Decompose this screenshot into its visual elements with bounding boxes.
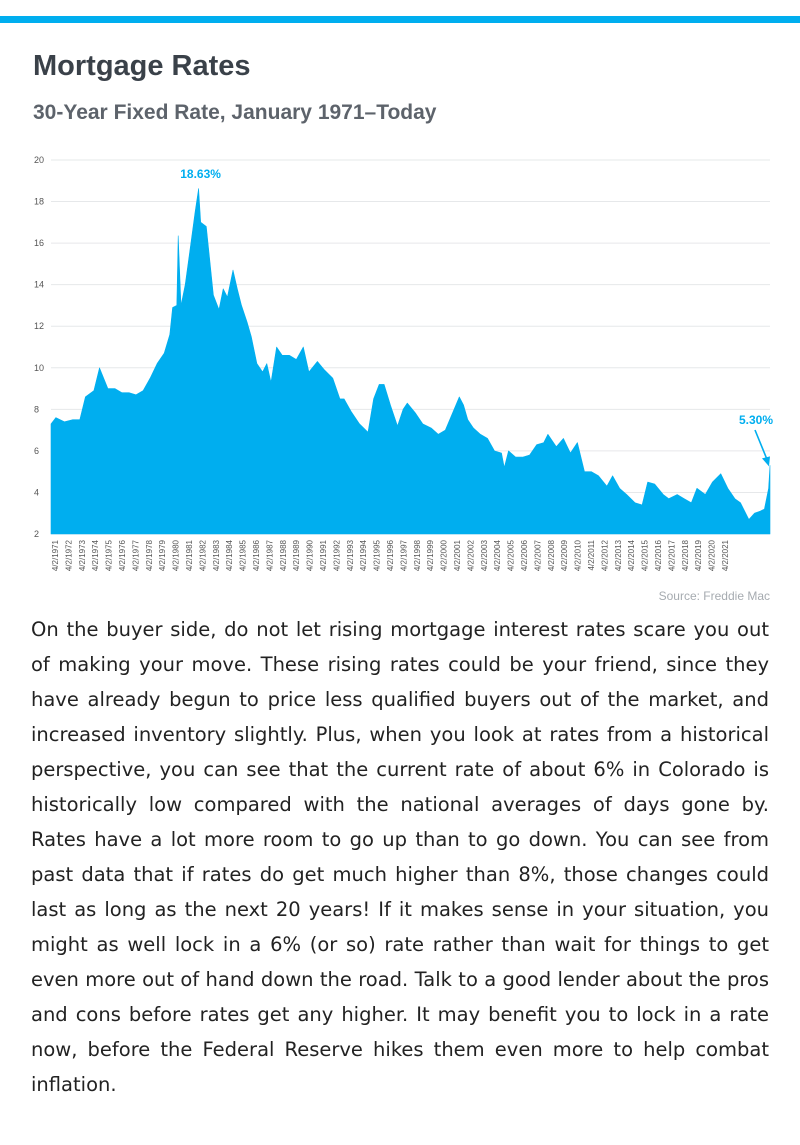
y-tick-label: 10 [34,363,44,373]
x-tick-label: 4/2/2013 [614,539,623,571]
x-tick-label: 4/2/1994 [359,539,368,571]
x-tick-label: 4/2/2006 [520,539,529,571]
peak-rate-label: 18.63% [180,167,221,181]
y-tick-label: 12 [34,321,44,331]
x-tick-label: 4/2/1996 [386,539,395,571]
current-rate-label: 5.30% [739,413,773,427]
x-tick-label: 4/2/2020 [708,539,717,571]
x-tick-label: 4/2/1993 [346,539,355,571]
top-accent-bar [0,16,800,23]
x-tick-label: 4/2/1975 [105,539,114,571]
rate-area [50,188,771,535]
x-tick-label: 4/2/2004 [493,539,502,571]
x-tick-label: 4/2/2009 [560,539,569,571]
x-tick-label: 4/2/1982 [198,539,207,571]
x-tick-label: 4/2/1995 [373,539,382,571]
x-tick-label: 4/2/1986 [252,539,261,571]
x-tick-label: 4/2/2000 [440,539,449,571]
x-tick-label: 4/2/2016 [654,539,663,571]
x-tick-label: 4/2/2014 [627,539,636,571]
y-tick-label: 4 [34,487,39,497]
x-tick-label: 4/2/1997 [399,539,408,571]
x-tick-label: 4/2/1971 [51,539,60,571]
x-tick-label: 4/2/2021 [721,539,730,571]
x-tick-label: 4/2/1972 [64,539,73,571]
x-tick-label: 4/2/1973 [78,539,87,571]
x-tick-label: 4/2/1998 [413,539,422,571]
x-tick-label: 4/2/1977 [131,539,140,571]
mortgage-rate-chart: 2 4 6 8 10 12 14 16 18 20 4/2/1971 4/2/1972 4/2/1973… [34,155,773,571]
x-tick-label: 4/2/2002 [466,539,475,571]
x-tick-label: 4/2/1976 [118,539,127,571]
x-tick-label: 4/2/1974 [91,539,100,571]
x-tick-label: 4/2/2012 [600,539,609,571]
x-tick-label: 4/2/2019 [694,539,703,571]
x-tick-label: 4/2/2015 [641,539,650,571]
x-tick-label: 4/2/1992 [332,539,341,571]
x-tick-label: 4/2/2018 [681,539,690,571]
x-tick-label: 4/2/2001 [453,539,462,571]
x-tick-label: 4/2/1991 [319,539,328,571]
y-tick-label: 18 [34,197,44,207]
current-rate-arrowhead [762,456,770,467]
current-rate-arrow [754,429,768,460]
y-tick-label: 2 [34,529,39,539]
x-tick-label: 4/2/2010 [574,539,583,571]
y-tick-label: 14 [34,280,44,290]
x-tick-label: 4/2/1990 [306,539,315,571]
chart-source: Source: Freddie Mac [658,589,770,603]
chart-title: Mortgage Rates [33,50,251,82]
x-tick-label: 4/2/1981 [185,539,194,571]
x-tick-label: 4/2/1983 [212,539,221,571]
x-tick-label: 4/2/1989 [292,539,301,571]
x-tick-label: 4/2/2017 [667,539,676,571]
x-tick-label: 4/2/1987 [265,539,274,571]
y-tick-label: 20 [34,155,44,165]
x-tick-label: 4/2/2011 [587,539,596,570]
chart-subtitle: 30-Year Fixed Rate, January 1971–Today [33,101,437,124]
x-tick-label: 4/2/2008 [547,539,556,571]
x-tick-label: 4/2/1985 [239,539,248,571]
y-tick-label: 6 [34,446,39,456]
x-tick-label: 4/2/1999 [426,539,435,571]
x-tick-label: 4/2/2005 [507,539,516,571]
x-tick-label: 4/2/1979 [158,539,167,571]
x-tick-label: 4/2/2003 [480,539,489,571]
y-tick-label: 8 [34,404,39,414]
x-tick-label: 4/2/1984 [225,539,234,571]
body-paragraph: On the buyer side, do not let rising mor… [31,618,769,1096]
x-tick-label: 4/2/1978 [145,539,154,571]
x-tick-label: 4/2/1980 [172,539,181,571]
x-tick-label: 4/2/2007 [533,539,542,571]
x-tick-label: 4/2/1988 [279,539,288,571]
y-tick-label: 16 [34,238,44,248]
